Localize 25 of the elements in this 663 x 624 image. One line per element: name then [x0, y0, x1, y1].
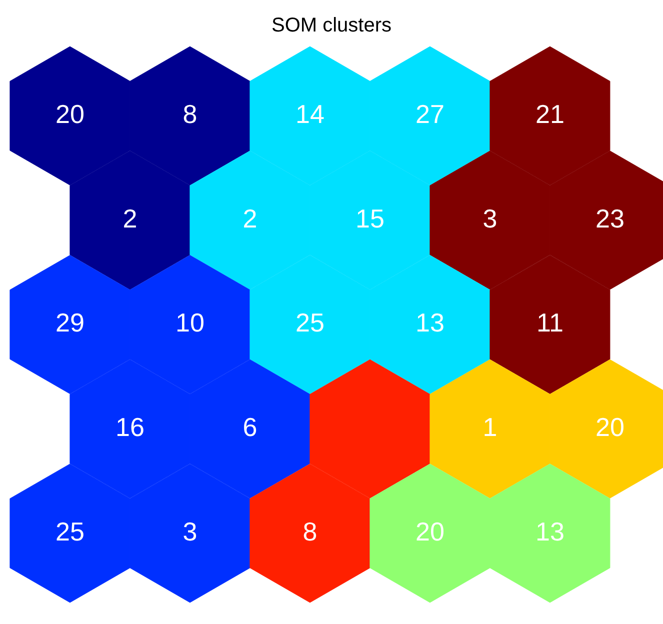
- data-label: 13: [416, 308, 444, 338]
- data-label: 2: [122, 203, 138, 234]
- data-label: 23: [596, 203, 624, 234]
- data-label: 20: [56, 99, 84, 129]
- text: SOM clusters: [271, 14, 392, 37]
- data-label: 25: [296, 308, 324, 338]
- data-label: 13: [536, 516, 564, 546]
- data-label: 2: [242, 203, 258, 234]
- data-label: 15: [356, 203, 384, 234]
- data-label: 16: [116, 412, 144, 442]
- data-label: 27: [416, 99, 444, 129]
- data-label: 3: [182, 516, 198, 546]
- data-label: 20: [416, 516, 444, 546]
- data-label: 11: [536, 308, 564, 338]
- data-label: 29: [56, 308, 84, 338]
- data-label: 20: [596, 412, 624, 442]
- data-label: 8: [302, 516, 318, 546]
- data-label: 6: [242, 412, 258, 442]
- data-label: 10: [176, 308, 204, 338]
- data-label: 21: [536, 99, 564, 129]
- data-label: 8: [182, 99, 198, 129]
- data-label: 25: [56, 516, 84, 546]
- data-label: 3: [482, 203, 498, 234]
- data-label: 14: [296, 99, 324, 129]
- data-label: 1: [482, 412, 498, 442]
